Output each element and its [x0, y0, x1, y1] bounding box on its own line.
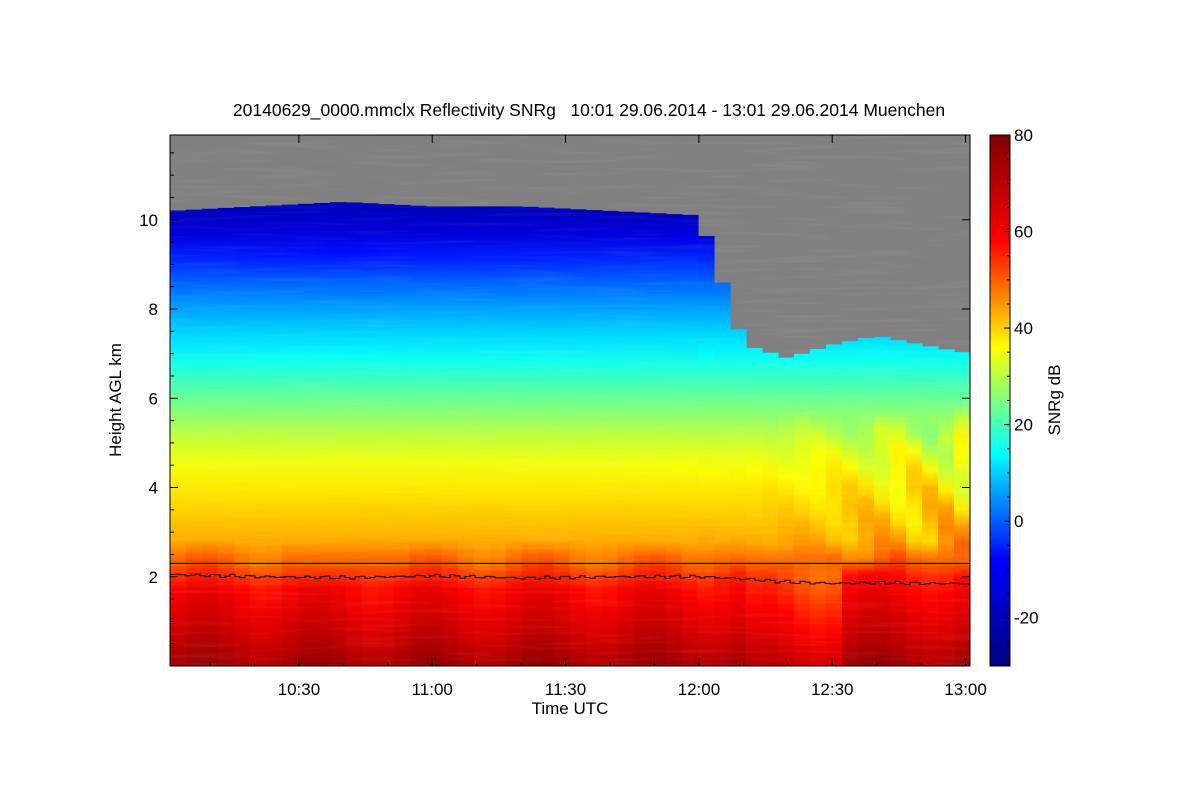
x-tick-label: 10:30	[278, 680, 321, 699]
boundary-line	[170, 573, 970, 586]
plot-frame	[169, 134, 971, 667]
colorbar: -20 0 20 40 60 80 SNRg dB	[989, 126, 1064, 667]
y-axis: 2 4 6 8 10	[139, 152, 970, 645]
x-tick-label: 12:30	[811, 680, 854, 699]
colorbar-tick-label: 60	[1014, 223, 1033, 242]
y-tick-label: 4	[149, 479, 158, 498]
colorbar-tick-label: 0	[1014, 512, 1023, 531]
y-tick-label: 8	[149, 300, 158, 319]
colorbar-tick-label: 20	[1014, 416, 1033, 435]
colorbar-tick-label: 40	[1014, 319, 1033, 338]
x-axis-label: Time UTC	[532, 699, 609, 718]
y-tick-label: 2	[149, 568, 158, 587]
x-tick-label: 12:00	[678, 680, 721, 699]
y-tick-label: 10	[139, 211, 158, 230]
x-axis: 10:30 11:00 11:30 12:00 12:30 13:00	[209, 135, 987, 699]
x-tick-label: 11:00	[412, 680, 453, 699]
colorbar-tick-label: -20	[1014, 609, 1039, 628]
colorbar-label: SNRg dB	[1045, 365, 1064, 436]
colorbar-axis: -20 0 20 40 60 80	[1004, 126, 1039, 667]
y-tick-label: 6	[149, 389, 158, 408]
chart-title: 20140629_0000.mmclx Reflectivity SNRg 10…	[233, 100, 945, 121]
x-tick-label: 13:00	[944, 680, 987, 699]
y-axis-label: Height AGL km	[106, 343, 125, 457]
plot-area	[170, 135, 970, 666]
x-tick-label: 11:30	[545, 680, 586, 699]
colorbar-tick-label: 80	[1014, 126, 1033, 145]
texture-overlay	[170, 135, 970, 666]
